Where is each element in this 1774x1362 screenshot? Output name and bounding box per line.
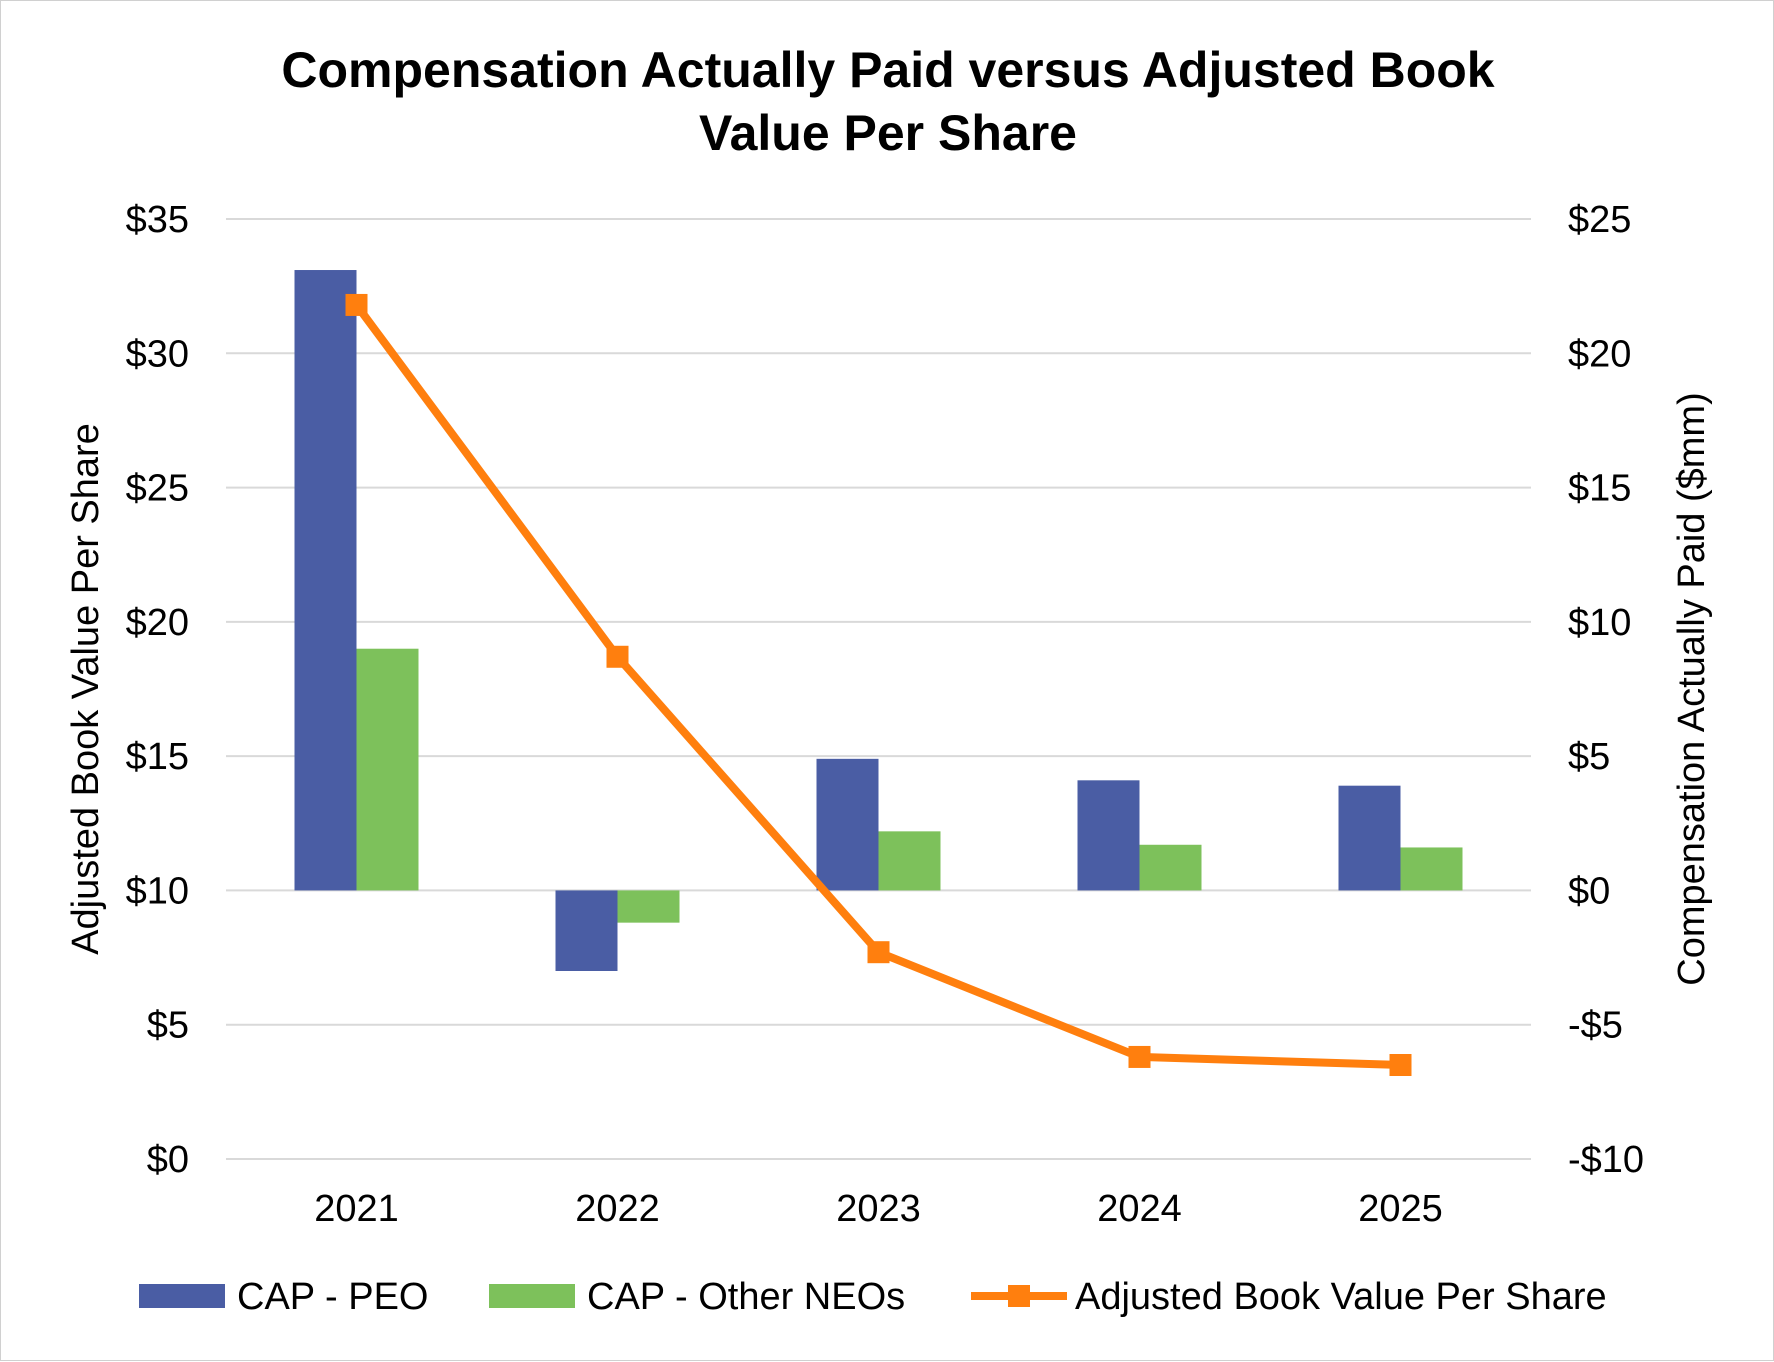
legend-label: CAP - PEO: [237, 1276, 428, 1318]
bar-cap-other-neos: [1139, 844, 1202, 891]
y-right-tick-label: $5: [1568, 736, 1610, 778]
x-tick-label: 2021: [314, 1188, 399, 1230]
y-right-tick-label: -$10: [1568, 1139, 1644, 1181]
chart-title-line: Value Per Share: [699, 105, 1077, 161]
y-left-tick-label: $20: [126, 602, 189, 644]
y-right-tick-label: $0: [1568, 870, 1610, 912]
legend-swatch: [139, 1284, 225, 1308]
bar-cap-peo: [1338, 785, 1401, 891]
x-tick-label: 2023: [836, 1188, 921, 1230]
legend-label: Adjusted Book Value Per Share: [1075, 1276, 1607, 1318]
bar-cap-other-neos: [878, 831, 941, 891]
y-left-tick-label: $15: [126, 736, 189, 778]
bar-cap-peo: [555, 890, 618, 971]
y-right-tick-label: -$5: [1568, 1005, 1623, 1047]
y-left-tick-label: $5: [147, 1005, 189, 1047]
line-point-marker: [345, 293, 368, 316]
x-tick-label: 2024: [1097, 1188, 1182, 1230]
chart-title-line: Compensation Actually Paid versus Adjust…: [281, 42, 1494, 98]
bar-cap-other-neos: [1400, 847, 1463, 891]
y-right-tick-label: $20: [1568, 333, 1631, 375]
legend-marker: [1008, 1285, 1030, 1307]
y-left-tick-label: $35: [126, 199, 189, 241]
legend-swatch: [489, 1284, 575, 1308]
line-point-marker: [1389, 1054, 1412, 1076]
bar-cap-other-neos: [356, 648, 419, 891]
y-left-tick-label: $10: [126, 870, 189, 912]
line-point-marker: [867, 941, 890, 964]
line-point-marker: [1128, 1045, 1151, 1068]
y-right-tick-label: $15: [1568, 468, 1631, 510]
y-right-tick-label: $25: [1568, 199, 1631, 241]
y-right-axis-title: Compensation Actually Paid ($mm): [1671, 392, 1713, 985]
bar-cap-other-neos: [617, 890, 680, 923]
y-left-tick-label: $30: [126, 333, 189, 375]
legend-label: CAP - Other NEOs: [587, 1276, 905, 1318]
bar-cap-peo: [294, 270, 357, 891]
x-tick-label: 2025: [1358, 1188, 1443, 1230]
y-right-tick-label: $10: [1568, 602, 1631, 644]
y-left-tick-label: $0: [147, 1139, 189, 1181]
y-left-tick-label: $25: [126, 468, 189, 510]
y-left-axis-title: Adjusted Book Value Per Share: [65, 423, 107, 955]
bar-cap-peo: [1077, 780, 1140, 891]
bar-cap-peo: [816, 758, 879, 891]
line-point-marker: [606, 645, 629, 668]
x-tick-label: 2022: [575, 1188, 660, 1230]
